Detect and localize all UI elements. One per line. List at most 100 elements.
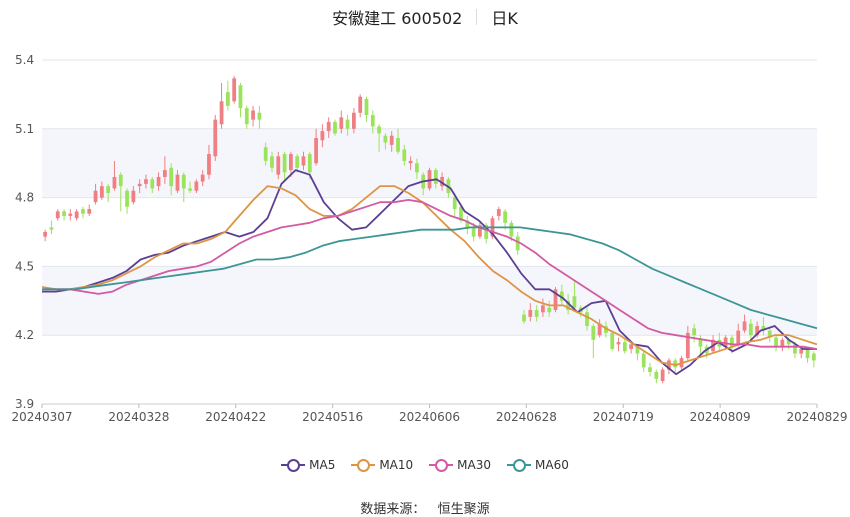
candle-body	[219, 101, 224, 125]
candle	[225, 80, 230, 111]
candle	[585, 307, 589, 331]
candle	[87, 204, 92, 216]
candle	[257, 105, 262, 129]
candle-body	[87, 209, 92, 214]
candle-body	[207, 154, 211, 175]
candle	[465, 215, 470, 235]
candle	[452, 193, 457, 216]
candle-body	[522, 314, 526, 322]
candle-body	[55, 211, 60, 219]
candle	[541, 298, 545, 317]
candle	[811, 351, 816, 368]
x-tick-label: 20240829	[786, 410, 847, 424]
candle	[622, 339, 627, 354]
candle-body	[515, 236, 520, 251]
candle-body	[314, 137, 318, 164]
candle	[396, 128, 400, 155]
candle	[748, 319, 753, 340]
candle	[503, 209, 507, 230]
candle-body	[478, 225, 482, 237]
candle	[320, 124, 325, 148]
candle	[314, 128, 318, 166]
candle-body	[144, 179, 148, 184]
candle	[685, 326, 690, 361]
ma5-line	[42, 169, 817, 376]
candle-body	[389, 135, 394, 145]
candle	[162, 156, 167, 184]
candle-body	[654, 371, 659, 379]
y-tick-label: 3.9	[15, 397, 34, 411]
candle	[345, 115, 350, 136]
legend-label: MA30	[457, 458, 492, 472]
candle	[74, 209, 79, 221]
ma10-line	[41, 185, 818, 366]
candle	[496, 206, 501, 221]
candle-body	[358, 96, 363, 113]
candle-body	[433, 170, 438, 184]
candle-body	[641, 353, 646, 368]
candle	[604, 321, 608, 338]
candle	[131, 186, 136, 205]
candle	[137, 179, 142, 194]
candle	[270, 151, 274, 173]
candle-body	[156, 176, 161, 187]
candle-body	[68, 213, 73, 216]
candle-body	[553, 289, 558, 310]
ma60-line	[42, 226, 818, 330]
x-tick-label: 20240719	[593, 410, 654, 424]
legend-item-ma5[interactable]: MA5	[281, 458, 335, 472]
candle	[144, 174, 148, 189]
candle-body	[181, 174, 186, 189]
legend-item-ma10[interactable]: MA10	[351, 458, 413, 472]
x-tick-label: 20240516	[302, 410, 363, 424]
candle	[81, 206, 85, 219]
candle-body	[213, 119, 218, 157]
candle	[780, 337, 785, 352]
candle-body	[774, 337, 778, 347]
candle-body	[370, 115, 375, 127]
candle-body	[194, 181, 199, 191]
candle-body	[188, 188, 192, 191]
legend-item-ma60[interactable]: MA60	[507, 458, 569, 472]
candle-body	[648, 367, 652, 372]
candle	[402, 144, 407, 166]
y-tick-label: 5.4	[15, 53, 34, 67]
candle-body	[541, 305, 545, 313]
candle	[761, 316, 766, 336]
candle	[43, 229, 48, 242]
candle-body	[736, 330, 741, 345]
legend-swatch	[351, 458, 376, 472]
y-tick-label: 5.1	[15, 122, 34, 136]
candle	[528, 303, 533, 322]
candle-body	[150, 179, 155, 189]
candle-body	[276, 156, 281, 175]
candle-body	[793, 344, 797, 354]
candle	[326, 117, 331, 138]
candle-body	[591, 326, 596, 340]
candle	[559, 284, 564, 306]
candle	[377, 124, 381, 152]
candle-body	[200, 174, 205, 182]
period-tab[interactable]: 日K	[491, 9, 518, 28]
candle-body	[748, 323, 753, 336]
candle-body	[585, 312, 589, 327]
candle-body	[402, 149, 407, 161]
candle-body	[238, 85, 243, 109]
candle-body	[755, 326, 760, 336]
chart-legend: MA5 MA10 MA30 MA60	[0, 458, 850, 472]
candle-body	[225, 92, 230, 106]
candle-body	[175, 174, 180, 191]
legend-item-ma30[interactable]: MA30	[429, 458, 491, 472]
candle-body	[471, 227, 476, 237]
candle-body	[503, 211, 507, 223]
candle	[93, 183, 98, 205]
candle-body	[162, 170, 167, 177]
candle-body	[452, 197, 457, 210]
candle-body	[345, 119, 350, 129]
legend-swatch	[507, 458, 532, 472]
candle-body	[673, 360, 678, 368]
candle-body	[257, 112, 262, 120]
candle	[352, 108, 356, 134]
candle	[515, 232, 520, 255]
candle-body	[383, 135, 388, 143]
